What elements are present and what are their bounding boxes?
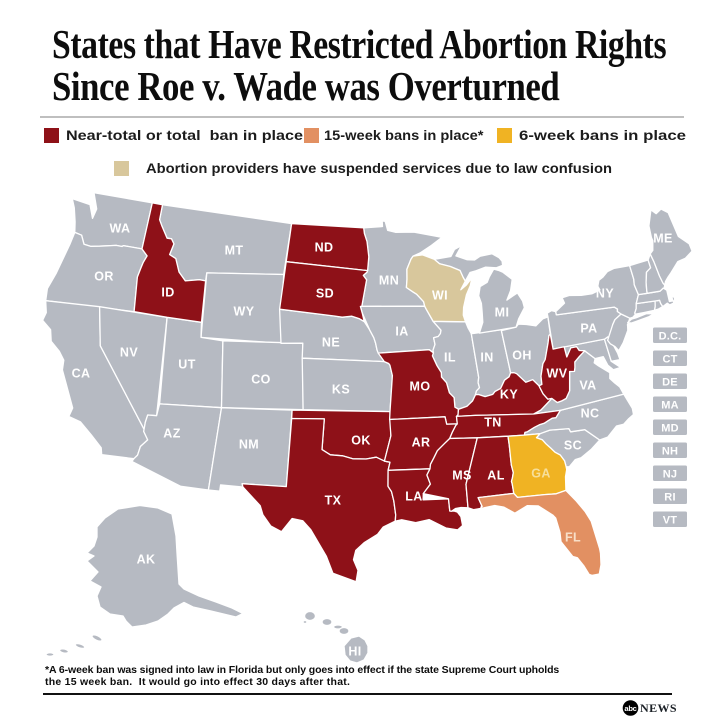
svg-text:GA: GA <box>531 467 551 481</box>
svg-text:OK: OK <box>351 434 371 448</box>
svg-text:AR: AR <box>412 436 431 450</box>
svg-text:TN: TN <box>484 416 501 430</box>
svg-text:NM: NM <box>239 438 259 452</box>
svg-text:MO: MO <box>410 380 431 394</box>
svg-text:MN: MN <box>379 274 399 288</box>
svg-text:HI: HI <box>348 645 361 659</box>
svg-text:OR: OR <box>94 270 114 284</box>
svg-text:CT: CT <box>662 353 677 365</box>
svg-text:abc: abc <box>624 704 636 713</box>
svg-text:ND: ND <box>315 241 334 255</box>
svg-text:ME: ME <box>653 232 673 246</box>
svg-text:MD: MD <box>661 422 679 434</box>
svg-text:FL: FL <box>565 531 581 545</box>
svg-text:UT: UT <box>178 358 195 372</box>
svg-text:IL: IL <box>444 351 456 365</box>
svg-text:WY: WY <box>234 305 255 319</box>
svg-text:KS: KS <box>332 383 350 397</box>
svg-text:VT: VT <box>663 514 678 526</box>
svg-text:MA: MA <box>661 399 679 411</box>
svg-text:TX: TX <box>325 494 342 508</box>
svg-text:SC: SC <box>564 439 582 453</box>
svg-text:DE: DE <box>662 376 678 388</box>
svg-text:KY: KY <box>500 388 518 402</box>
svg-text:D.C.: D.C. <box>659 330 682 342</box>
svg-text:NE: NE <box>322 336 340 350</box>
svg-text:AL: AL <box>487 469 504 483</box>
svg-text:NY: NY <box>596 287 614 301</box>
svg-text:MI: MI <box>495 306 510 320</box>
svg-text:SD: SD <box>316 287 334 301</box>
svg-text:NEWS: NEWS <box>640 701 677 715</box>
svg-text:WI: WI <box>432 289 448 303</box>
svg-text:NV: NV <box>120 346 138 360</box>
svg-text:CO: CO <box>251 373 271 387</box>
svg-text:IN: IN <box>480 351 493 365</box>
svg-text:IA: IA <box>395 325 408 339</box>
svg-text:CA: CA <box>72 367 91 381</box>
svg-text:OH: OH <box>512 349 532 363</box>
svg-text:NC: NC <box>581 407 600 421</box>
svg-text:PA: PA <box>580 322 597 336</box>
svg-text:LA: LA <box>405 490 422 504</box>
svg-text:ID: ID <box>161 286 174 300</box>
svg-text:AZ: AZ <box>163 427 180 441</box>
svg-text:AK: AK <box>137 553 156 567</box>
svg-text:WA: WA <box>110 222 131 236</box>
svg-text:MS: MS <box>452 469 472 483</box>
svg-text:MT: MT <box>225 244 244 258</box>
svg-text:WV: WV <box>547 367 568 381</box>
svg-text:NH: NH <box>662 445 678 457</box>
svg-text:NJ: NJ <box>663 468 677 480</box>
svg-text:VA: VA <box>579 379 596 393</box>
svg-text:RI: RI <box>664 491 675 503</box>
